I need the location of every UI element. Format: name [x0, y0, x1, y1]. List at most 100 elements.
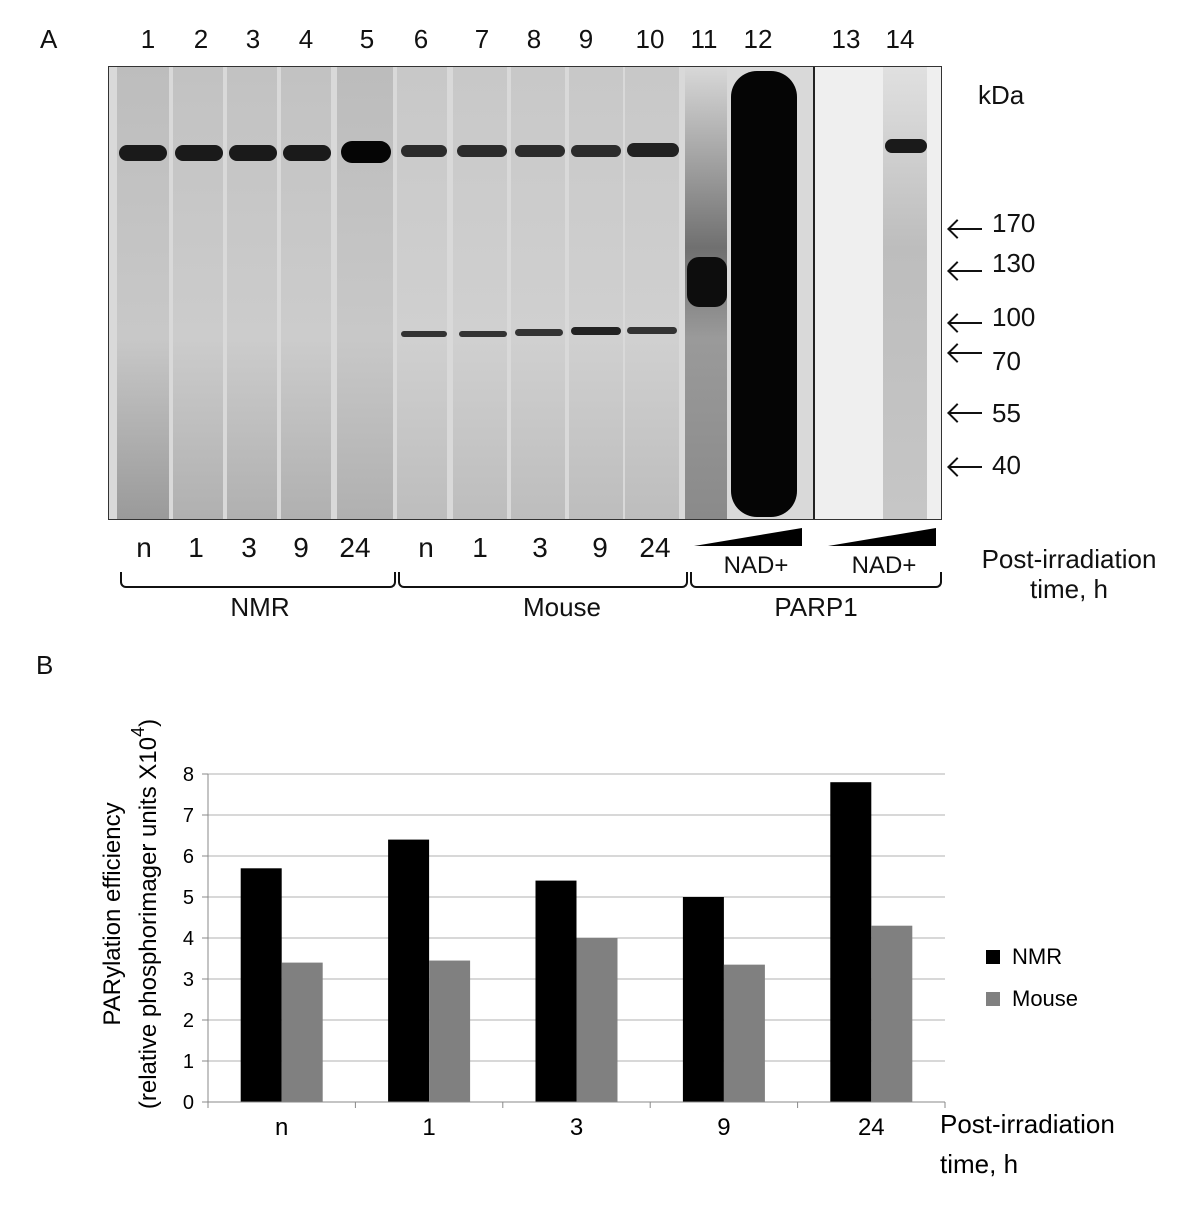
- chart-axes: 0 1 2 3 4 5 6 7 8 n 1 3 9 24: [183, 764, 946, 1141]
- lane-number: 11: [690, 24, 718, 54]
- x-axis-label-line2: time, h: [940, 1149, 1018, 1179]
- time-label: 3: [241, 532, 257, 563]
- lane-number: 7: [474, 24, 490, 54]
- nad-gradient-wedge: [694, 528, 802, 546]
- gel-lane: [625, 67, 679, 519]
- gel-lane: [453, 67, 507, 519]
- x-axis-label-line1: Post-irradiation: [940, 1109, 1115, 1139]
- gel-band: [401, 331, 447, 337]
- nad-label: NAD+: [851, 552, 917, 579]
- gel-separator: [813, 67, 815, 519]
- gel-band: [885, 139, 927, 153]
- bar-nmr: [830, 782, 872, 1102]
- mw-marker-label: 170: [992, 208, 1036, 238]
- time-label: n: [136, 532, 152, 563]
- time-label: 1: [472, 532, 488, 563]
- x-tick-label: 1: [422, 1114, 435, 1141]
- bar-nmr: [535, 880, 577, 1102]
- legend-label: NMR: [1012, 944, 1062, 969]
- chart-bars: [240, 782, 913, 1102]
- time-label: 9: [293, 532, 309, 563]
- y-axis-label-close: ): [135, 719, 162, 727]
- mw-marker-label: 70: [992, 346, 1021, 376]
- gel-lane: [281, 67, 331, 519]
- gel-lane: [397, 67, 447, 519]
- gel-lane: [173, 67, 223, 519]
- bar-mouse: [429, 960, 471, 1102]
- y-tick-label: 2: [183, 1010, 194, 1032]
- y-axis-label-line1: PARylation efficiency: [99, 802, 126, 1025]
- gel-band: [457, 145, 507, 157]
- lane-number: 14: [885, 24, 915, 54]
- gel-lane: [337, 67, 393, 519]
- y-axis-label-exponent: 4: [128, 727, 148, 737]
- y-tick-label: 7: [183, 805, 194, 827]
- gel-band: [119, 145, 167, 161]
- kda-label: kDa: [978, 80, 1025, 110]
- time-label: n: [418, 532, 434, 563]
- legend-label: Mouse: [1012, 986, 1078, 1011]
- mw-marker-label: 55: [992, 398, 1021, 428]
- gel-lane: [227, 67, 277, 519]
- time-label: 24: [339, 532, 371, 563]
- group-bracket: [398, 572, 688, 588]
- bar-mouse: [576, 938, 618, 1102]
- y-tick-label: 0: [183, 1092, 194, 1114]
- gel-band: [401, 145, 447, 157]
- mw-marker-label: 40: [992, 450, 1021, 480]
- group-bracket: [120, 572, 396, 588]
- y-tick-label: 4: [183, 928, 194, 950]
- lane-number: 1: [140, 24, 156, 54]
- time-label: 1: [188, 532, 204, 563]
- mw-marker-label: 130: [992, 248, 1036, 278]
- time-label: 3: [532, 532, 548, 563]
- y-tick-label: 6: [183, 846, 194, 868]
- gel-band: [175, 145, 223, 161]
- y-tick-label: 5: [183, 887, 194, 909]
- gel-lane: [569, 67, 623, 519]
- post-irradiation-line2: time, h: [1029, 574, 1109, 604]
- y-axis-label-line2: (relative phosphorimager units X104): [128, 719, 162, 1109]
- gel-band: [515, 145, 565, 157]
- legend-swatch: [986, 992, 1000, 1006]
- lane-number: 12: [743, 24, 773, 54]
- gel-image: [108, 66, 942, 520]
- gel-lane: [883, 67, 927, 519]
- gel-band: [571, 145, 621, 157]
- bar-nmr: [682, 897, 724, 1102]
- group-label-parp1: PARP1: [774, 592, 858, 622]
- legend-swatch: [986, 950, 1000, 964]
- gel-band: [627, 327, 677, 334]
- panel-a-letter: A: [40, 24, 58, 54]
- bar-chart: 0 1 2 3 4 5 6 7 8 n 1 3 9 24 PARylation efficiency (r…: [99, 719, 1115, 1179]
- group-label-mouse: Mouse: [522, 592, 602, 622]
- gel-lane: [117, 67, 169, 519]
- lane-number: 6: [413, 24, 429, 54]
- x-tick-label: 3: [570, 1114, 583, 1141]
- y-tick-label: 8: [183, 764, 194, 786]
- post-irradiation-line1: Post-irradiation: [981, 544, 1157, 574]
- bar-mouse: [871, 925, 913, 1102]
- lane-number: 8: [526, 24, 542, 54]
- lane-number: 4: [298, 24, 314, 54]
- x-tick-label: 24: [858, 1114, 885, 1141]
- lane-number: 13: [831, 24, 861, 54]
- lane-number: 9: [578, 24, 594, 54]
- y-tick-label: 3: [183, 969, 194, 991]
- lane-number: 10: [635, 24, 665, 54]
- x-tick-label: n: [275, 1114, 288, 1141]
- time-label: 24: [639, 532, 671, 563]
- y-axis-label-text: (relative phosphorimager units X10: [135, 737, 162, 1109]
- bar-mouse: [281, 962, 323, 1102]
- gel-band: [283, 145, 331, 161]
- time-label: 9: [592, 532, 608, 563]
- gel-band: [731, 71, 797, 517]
- gel-band: [571, 327, 621, 335]
- panel-b-letter: B: [36, 650, 54, 680]
- bar-nmr: [240, 868, 282, 1102]
- lane-number: 3: [245, 24, 261, 54]
- post-irradiation-caption: Post-irradiation time, h: [966, 544, 1172, 604]
- gel-lane: [511, 67, 565, 519]
- nad-gradient-wedge: [828, 528, 936, 546]
- lane-number: 2: [193, 24, 209, 54]
